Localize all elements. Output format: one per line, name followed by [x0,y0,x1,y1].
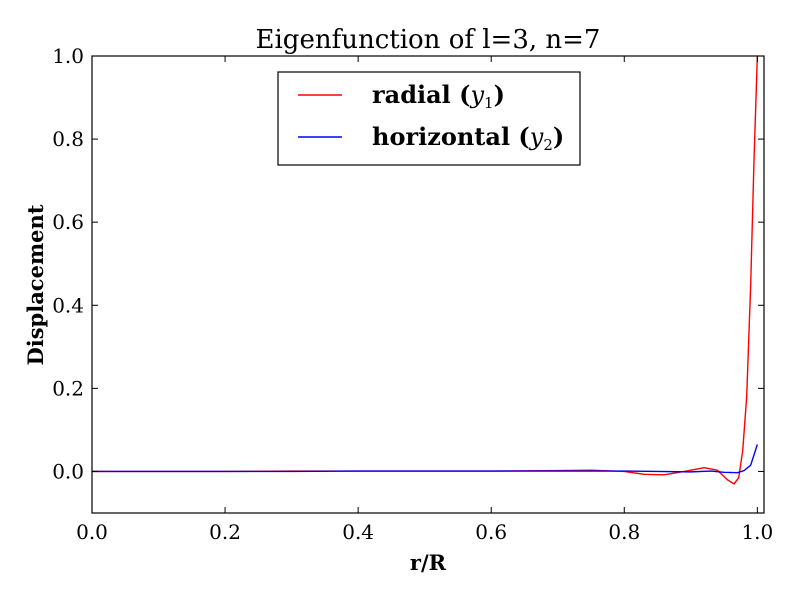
series-layer [92,56,759,485]
x-tick-label: 0.2 [209,520,241,544]
x-tick-label: 1.0 [741,520,773,544]
y-tick-label: 0.8 [52,127,84,151]
series-line-horizontal [92,444,759,474]
x-tick-label: 0.0 [76,520,108,544]
x-tick-label: 0.8 [608,520,640,544]
y-axis-label: Displacement [23,204,48,365]
y-tick-label: 0.0 [52,459,84,483]
legend: radial (y1) horizontal (y2) [277,71,581,166]
plot-frame [91,55,765,514]
chart-title: Eigenfunction of l=3, n=7 [256,25,601,55]
x-axis-label: r/R [410,550,447,575]
x-tick-label: 0.6 [475,520,507,544]
x-tick-label: 0.4 [342,520,374,544]
legend-frame [277,71,581,166]
y-tick-label: 1.0 [52,44,84,68]
y-tick-label: 0.2 [52,376,84,400]
legend-label-radial: radial (y1) [372,80,505,112]
legend-label-horizontal: horizontal (y2) [372,122,564,154]
y-tick-label: 0.6 [52,210,84,234]
y-tick-label: 0.4 [52,293,84,317]
ticks-layer: 0.0 0.2 0.4 0.6 0.8 1.0 0.0 0.2 0.4 0.6 0.8 1.0 [52,44,773,544]
